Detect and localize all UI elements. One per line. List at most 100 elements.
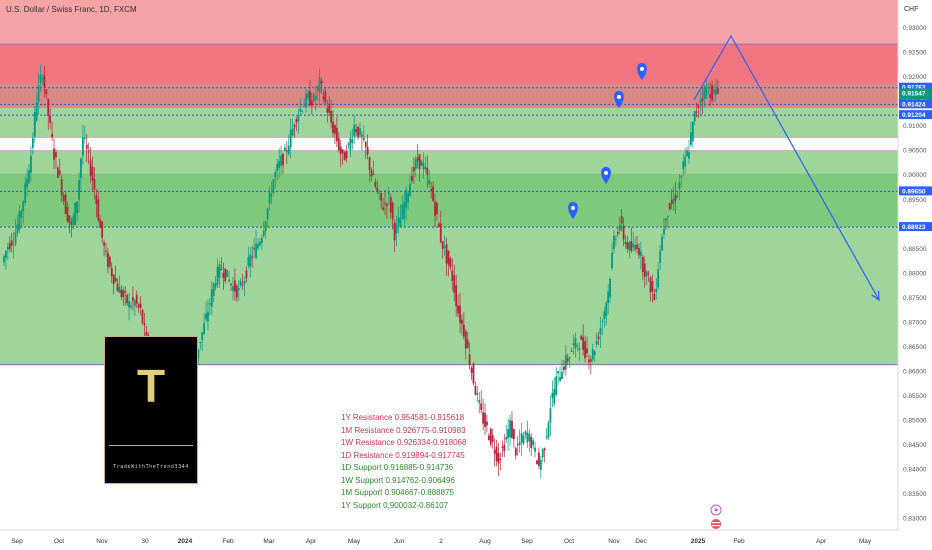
candle-body: [330, 110, 333, 123]
candle-body: [334, 125, 336, 134]
candle-body: [522, 435, 525, 444]
candle-body: [355, 129, 358, 133]
y-tick-label: 0.84500: [903, 442, 927, 449]
candle-body: [337, 138, 340, 151]
candle-body: [428, 180, 431, 185]
candle-body: [630, 241, 633, 252]
price-badge-value: 0.91647: [902, 90, 926, 97]
candle-body: [312, 94, 315, 101]
candle-body: [407, 193, 409, 203]
candle-body: [443, 246, 446, 248]
candle-body: [332, 121, 334, 134]
candle-body: [224, 268, 227, 282]
candle-body: [135, 295, 138, 304]
candle-body: [455, 285, 458, 306]
candle-body: [22, 200, 25, 211]
candle-body: [66, 206, 69, 222]
level-1y-resistance: 1Y Resistance 0.954581-0.915618: [341, 413, 465, 422]
candle-body: [484, 412, 486, 428]
level-1y-support: 1Y Support 0.900032-0.86107: [341, 500, 449, 510]
candle-body: [351, 139, 354, 144]
candle-body: [39, 74, 42, 83]
candle-body: [609, 278, 611, 298]
candle-body: [245, 270, 248, 279]
candle-body: [339, 146, 342, 155]
candle-body: [505, 436, 508, 440]
map-pin-icon: [601, 167, 611, 184]
x-tick-label: Mar: [263, 538, 275, 545]
candle-body: [514, 448, 517, 456]
candle-body: [280, 155, 282, 166]
candle-body: [539, 460, 542, 470]
candle-body: [578, 347, 581, 350]
candle-body: [518, 442, 521, 446]
candle-body: [295, 119, 298, 123]
candle-body: [482, 412, 485, 424]
candle-body: [8, 243, 11, 250]
candle-body: [670, 200, 673, 204]
candle-body: [262, 230, 265, 236]
candle-body: [328, 105, 331, 113]
candle-body: [459, 305, 461, 323]
level-1d-support: 1D Support 0.916885-0.914736: [341, 463, 454, 472]
candle-body: [582, 337, 585, 351]
candle-body: [72, 216, 75, 226]
candle-body: [253, 247, 256, 250]
candle-body: [278, 160, 281, 169]
candle-body: [707, 87, 710, 89]
candle-body: [597, 336, 600, 340]
candle-body: [659, 251, 662, 263]
candle-body: [382, 207, 384, 210]
logo-caption: TradeWithTheTrend3344: [113, 464, 189, 470]
candle-body: [703, 87, 706, 99]
candle-body: [55, 152, 57, 158]
candle-body: [451, 270, 454, 281]
lightning-glyph: [714, 506, 719, 514]
map-pin-icon: [637, 63, 647, 80]
candle-body: [626, 242, 629, 249]
candle-body: [478, 400, 481, 403]
candle-body: [345, 151, 348, 159]
candle-body: [56, 167, 59, 178]
candle-body: [493, 449, 496, 454]
candle-body: [207, 311, 209, 322]
candle-body: [549, 408, 552, 423]
candle-body: [320, 80, 323, 84]
candle-body: [53, 148, 55, 160]
x-tick-label: Aug: [479, 538, 491, 545]
candle-body: [599, 327, 602, 335]
candle-body: [495, 446, 498, 462]
candle-body: [70, 222, 73, 225]
candle-body: [409, 183, 411, 197]
candle-body: [507, 428, 510, 439]
price-badge-value: 0.91204: [902, 112, 926, 119]
candle-body: [284, 147, 286, 151]
logo-letter: T: [136, 360, 166, 412]
flag-stripe: [712, 522, 720, 524]
candle-body: [657, 269, 660, 288]
candle-body: [239, 281, 242, 286]
candle-body: [31, 138, 34, 148]
candle-body: [693, 111, 696, 122]
candle-body: [536, 460, 538, 465]
candle-body: [668, 203, 671, 210]
candle-body: [120, 289, 123, 297]
candle-body: [118, 286, 121, 293]
candle-body: [589, 359, 592, 362]
candle-body: [647, 273, 650, 275]
candle-body: [607, 291, 610, 304]
candle-body: [289, 129, 292, 148]
map-pin-dot: [604, 171, 608, 175]
candle-body: [287, 145, 290, 154]
zone-band: [0, 107, 898, 138]
zone-band: [0, 173, 898, 228]
candle-body: [24, 183, 27, 203]
candle-body: [145, 331, 148, 336]
zone-band: [0, 0, 898, 50]
map-pin-dot: [617, 95, 621, 99]
candle-body: [368, 157, 371, 171]
candle-body: [711, 85, 713, 101]
candle-body: [28, 170, 30, 183]
candle-body: [645, 271, 648, 277]
